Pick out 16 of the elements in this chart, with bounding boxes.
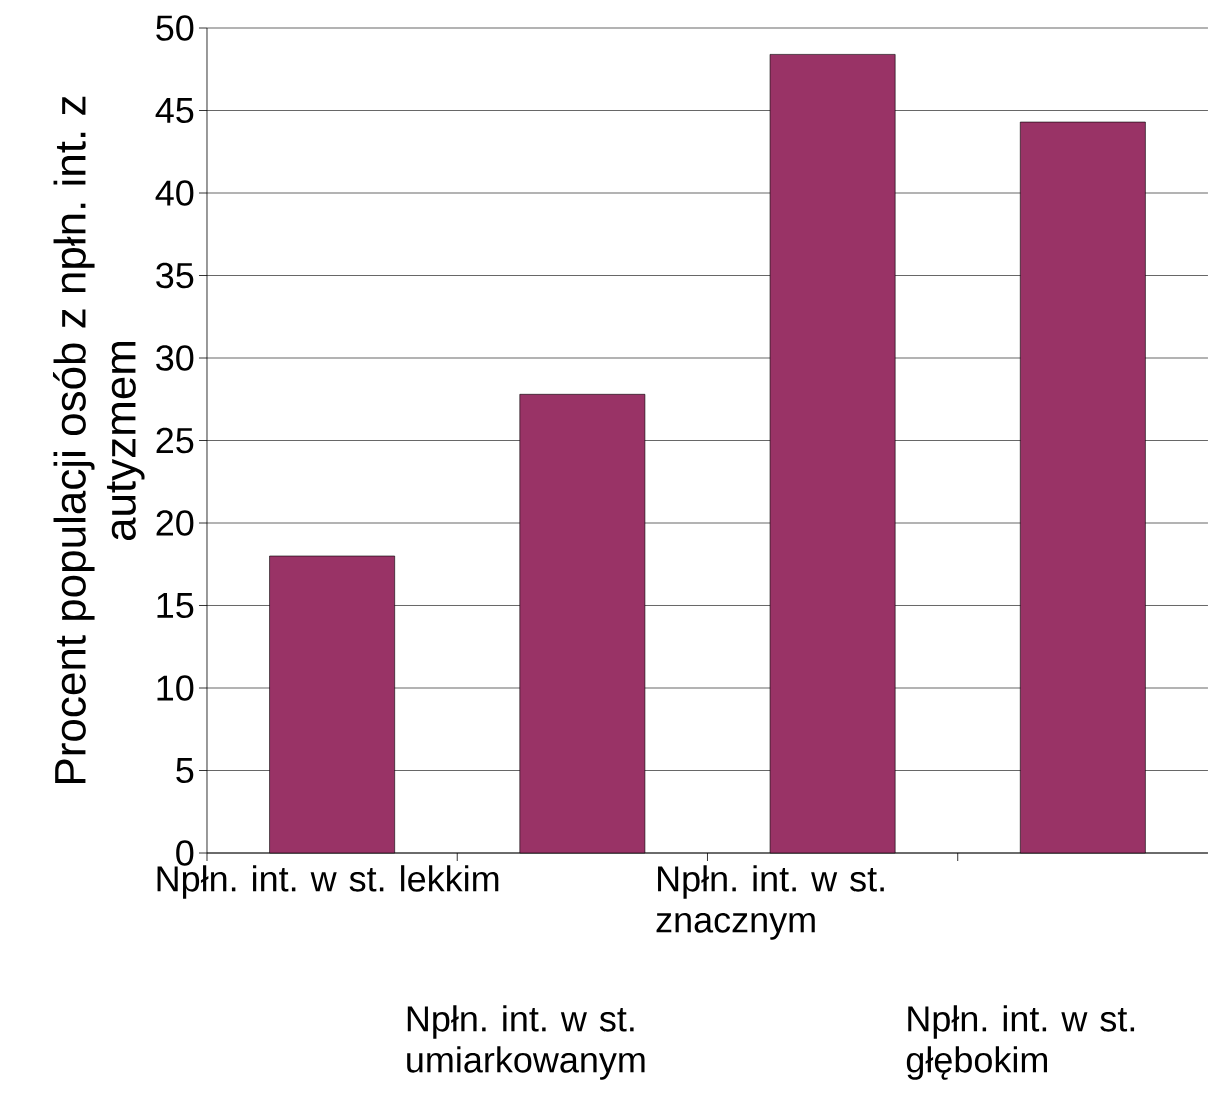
y-tick-label: 25	[156, 427, 194, 454]
x-tick-label: Npłn. int. w st. głębokim	[906, 1005, 1135, 1080]
x-tick-label: Npłn. int. w st. umiarkowanym	[407, 1005, 645, 1080]
y-axis-title: Procent populacji osób z npłn. int. z autyzmem	[53, 96, 145, 783]
y-tick-label: 30	[156, 345, 194, 371]
y-tick-label: 40	[155, 180, 194, 206]
y-tick-label: 45	[155, 97, 194, 124]
y-tick-label: 15	[157, 592, 194, 619]
y-tick-label: 20	[156, 510, 194, 536]
y-tick-label: 10	[157, 675, 194, 701]
y-tick-label: 35	[156, 262, 194, 289]
y-tick-label: 0	[176, 840, 194, 866]
x-tick-label: Npłn. int. w st. lekkim	[157, 865, 499, 899]
x-tick-label: Npłn. int. w st. znacznym	[656, 865, 884, 940]
y-tick-label: 5	[176, 757, 194, 784]
y-tick-label: 50	[156, 15, 194, 41]
